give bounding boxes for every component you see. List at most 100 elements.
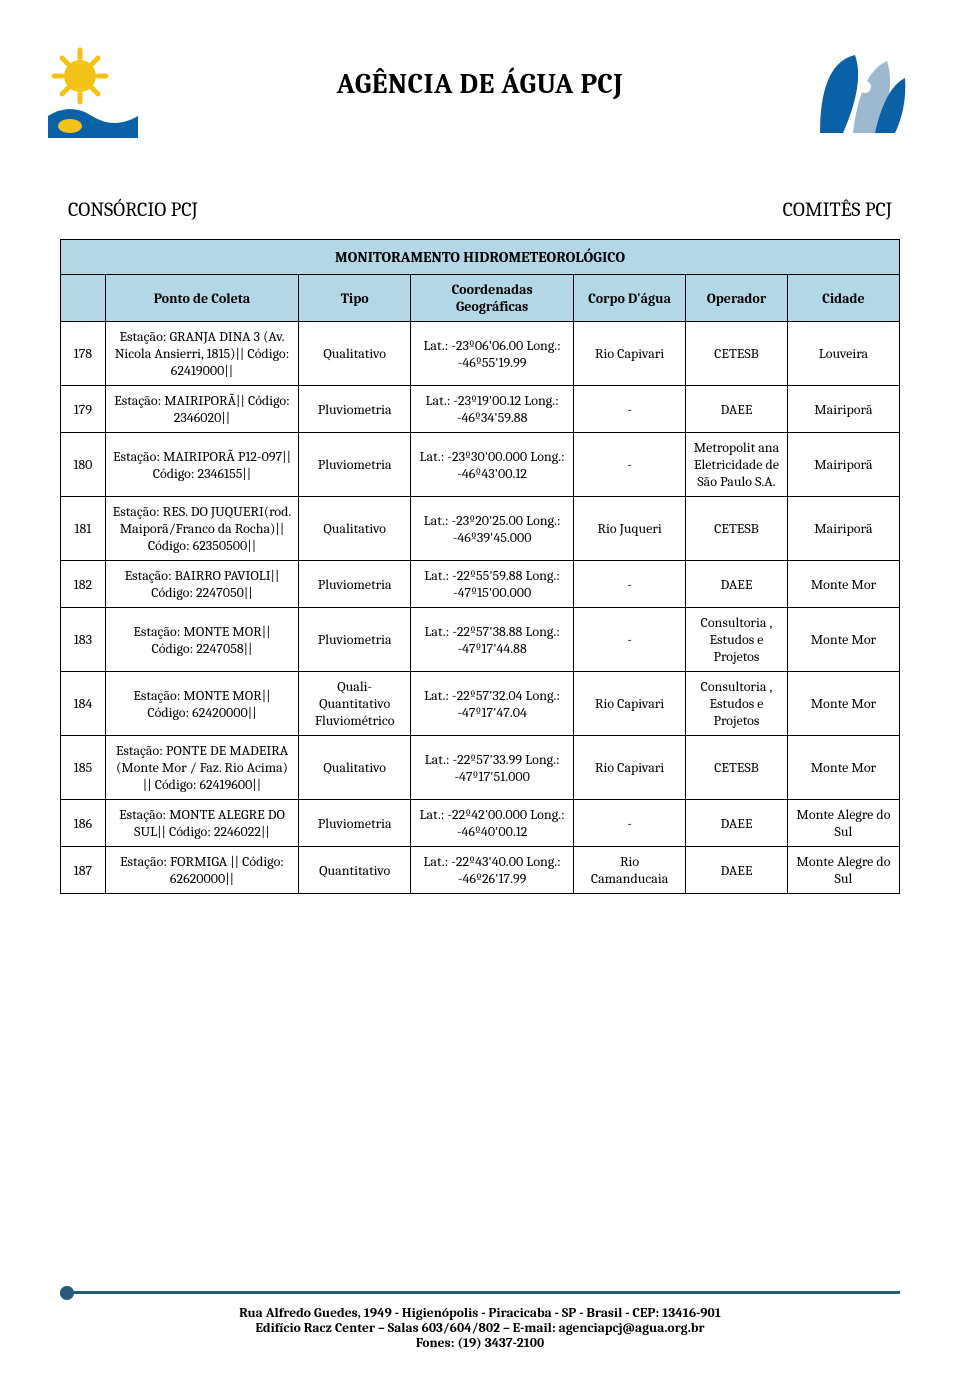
logo-left-icon: [40, 38, 150, 148]
cell-oper: Consultoria , Estudos e Projetos: [686, 608, 788, 672]
cell-oper: Consultoria , Estudos e Projetos: [686, 672, 788, 736]
table-row: 183Estação: MONTE MOR|| Código: 2247058|…: [61, 608, 900, 672]
cell-oper: Metropolit ana Eletricidade de São Paulo…: [686, 433, 788, 497]
cell-ponto: Estação: PONTE DE MADEIRA (Monte Mor / F…: [105, 736, 298, 800]
cell-num: 184: [61, 672, 106, 736]
cell-tipo: Qualitativo: [299, 322, 411, 386]
cell-ponto: Estação: MONTE ALEGRE DO SUL|| Código: 2…: [105, 800, 298, 847]
cell-tipo: Pluviometria: [299, 433, 411, 497]
cell-num: 187: [61, 847, 106, 894]
subtitle-left: CONSÓRCIO PCJ: [68, 198, 198, 221]
cell-cidade: Monte Mor: [787, 736, 899, 800]
footer-line-3: Fones: (19) 3437-2100: [60, 1336, 900, 1351]
page-header: AGÊNCIA DE ÁGUA PCJ: [60, 48, 900, 168]
cell-num: 185: [61, 736, 106, 800]
cell-cidade: Monte Mor: [787, 608, 899, 672]
table-row: 184Estação: MONTE MOR|| Código: 62420000…: [61, 672, 900, 736]
cell-coord: Lat.: -23º19'00.12 Long.: -46º34'59.88: [411, 386, 574, 433]
cell-coord: Lat.: -23º30'00.000 Long.: -46º43'00.12: [411, 433, 574, 497]
cell-coord: Lat.: -22º57'32.04 Long.: -47º17'47.04: [411, 672, 574, 736]
cell-num: 182: [61, 561, 106, 608]
table-row: 179Estação: MAIRIPORÃ|| Código: 2346020|…: [61, 386, 900, 433]
cell-ponto: Estação: FORMIGA || Código: 62620000||: [105, 847, 298, 894]
cell-cidade: Mairiporã: [787, 433, 899, 497]
cell-corpo: -: [574, 608, 686, 672]
cell-corpo: Rio Capivari: [574, 672, 686, 736]
cell-tipo: Pluviometria: [299, 561, 411, 608]
cell-tipo: Pluviometria: [299, 386, 411, 433]
subtitle-right: COMITÊS PCJ: [783, 198, 892, 221]
cell-corpo: Rio Juqueri: [574, 497, 686, 561]
cell-coord: Lat.: -23º20'25.00 Long.: -46º39'45.000: [411, 497, 574, 561]
cell-cidade: Mairiporã: [787, 386, 899, 433]
cell-tipo: Quantitativo: [299, 847, 411, 894]
table-row: 185Estação: PONTE DE MADEIRA (Monte Mor …: [61, 736, 900, 800]
cell-corpo: Rio Camanducaia: [574, 847, 686, 894]
cell-corpo: -: [574, 433, 686, 497]
page: AGÊNCIA DE ÁGUA PCJ CONSÓRCIO PCJ COMITÊ…: [0, 0, 960, 1381]
cell-tipo: Pluviometria: [299, 608, 411, 672]
page-footer: Rua Alfredo Guedes, 1949 - Higienópolis …: [60, 1291, 900, 1351]
cell-coord: Lat.: -22º55'59.88 Long.: -47º15'00.000: [411, 561, 574, 608]
footer-line-1: Rua Alfredo Guedes, 1949 - Higienópolis …: [60, 1306, 900, 1321]
col-header-ponto: Ponto de Coleta: [105, 275, 298, 322]
col-header-coord: Coordenadas Geográficas: [411, 275, 574, 322]
cell-num: 179: [61, 386, 106, 433]
cell-coord: Lat.: -22º57'38.88 Long.: -47º17'44.88: [411, 608, 574, 672]
cell-oper: CETESB: [686, 497, 788, 561]
cell-num: 183: [61, 608, 106, 672]
col-header-corpo: Corpo D'água: [574, 275, 686, 322]
cell-cidade: Mairiporã: [787, 497, 899, 561]
table-row: 186Estação: MONTE ALEGRE DO SUL|| Código…: [61, 800, 900, 847]
cell-ponto: Estação: MONTE MOR|| Código: 62420000||: [105, 672, 298, 736]
table-title: MONITORAMENTO HIDROMETEOROLÓGICO: [61, 240, 900, 275]
cell-ponto: Estação: MONTE MOR|| Código: 2247058||: [105, 608, 298, 672]
table-title-row: MONITORAMENTO HIDROMETEOROLÓGICO: [61, 240, 900, 275]
table-row: 180Estação: MAIRIPORÃ P12-097|| Código: …: [61, 433, 900, 497]
table-row: 187Estação: FORMIGA || Código: 62620000|…: [61, 847, 900, 894]
cell-oper: DAEE: [686, 847, 788, 894]
cell-corpo: -: [574, 561, 686, 608]
cell-oper: DAEE: [686, 561, 788, 608]
table-row: 182Estação: BAIRRO PAVIOLI|| Código: 224…: [61, 561, 900, 608]
cell-ponto: Estação: BAIRRO PAVIOLI|| Código: 224705…: [105, 561, 298, 608]
cell-cidade: Louveira: [787, 322, 899, 386]
col-header-cidade: Cidade: [787, 275, 899, 322]
cell-tipo: Qualitativo: [299, 497, 411, 561]
table-body: 178Estação: GRANJA DINA 3 (Av. Nicola An…: [61, 322, 900, 894]
cell-corpo: -: [574, 800, 686, 847]
cell-num: 186: [61, 800, 106, 847]
table-row: 181Estação: RES. DO JUQUERI(rod. Maiporã…: [61, 497, 900, 561]
data-table: MONITORAMENTO HIDROMETEOROLÓGICO Ponto d…: [60, 239, 900, 894]
cell-coord: Lat.: -23º06'06.00 Long.: -46º55'19.99: [411, 322, 574, 386]
cell-num: 181: [61, 497, 106, 561]
cell-tipo: Pluviometria: [299, 800, 411, 847]
table-head: MONITORAMENTO HIDROMETEOROLÓGICO Ponto d…: [61, 240, 900, 322]
cell-ponto: Estação: MAIRIPORÃ|| Código: 2346020||: [105, 386, 298, 433]
cell-cidade: Monte Mor: [787, 672, 899, 736]
cell-cidade: Monte Mor: [787, 561, 899, 608]
cell-cidade: Monte Alegre do Sul: [787, 800, 899, 847]
cell-corpo: -: [574, 386, 686, 433]
cell-ponto: Estação: MAIRIPORÃ P12-097|| Código: 234…: [105, 433, 298, 497]
col-header-tipo: Tipo: [299, 275, 411, 322]
cell-tipo: Qualitativo: [299, 736, 411, 800]
footer-line-2: Edifício Racz Center – Salas 603/604/802…: [60, 1321, 900, 1336]
cell-coord: Lat.: -22º42'00.000 Long.: -46º40'00.12: [411, 800, 574, 847]
subtitle-row: CONSÓRCIO PCJ COMITÊS PCJ: [60, 198, 900, 221]
col-header-oper: Operador: [686, 275, 788, 322]
cell-oper: DAEE: [686, 386, 788, 433]
cell-tipo: Quali-Quantitativo Fluviométrico: [299, 672, 411, 736]
footer-rule: [60, 1291, 900, 1300]
cell-corpo: Rio Capivari: [574, 736, 686, 800]
cell-oper: DAEE: [686, 800, 788, 847]
cell-ponto: Estação: RES. DO JUQUERI(rod. Maiporã/Fr…: [105, 497, 298, 561]
cell-corpo: Rio Capivari: [574, 322, 686, 386]
table-header-row: Ponto de Coleta Tipo Coordenadas Geográf…: [61, 275, 900, 322]
cell-coord: Lat.: -22º43'40.00 Long.: -46º26'17.99: [411, 847, 574, 894]
cell-coord: Lat.: -22º57'33.99 Long.: -47º17'51.000: [411, 736, 574, 800]
cell-oper: CETESB: [686, 736, 788, 800]
table-row: 178Estação: GRANJA DINA 3 (Av. Nicola An…: [61, 322, 900, 386]
agency-title: AGÊNCIA DE ÁGUA PCJ: [60, 48, 900, 100]
logo-right-icon: [805, 43, 910, 148]
